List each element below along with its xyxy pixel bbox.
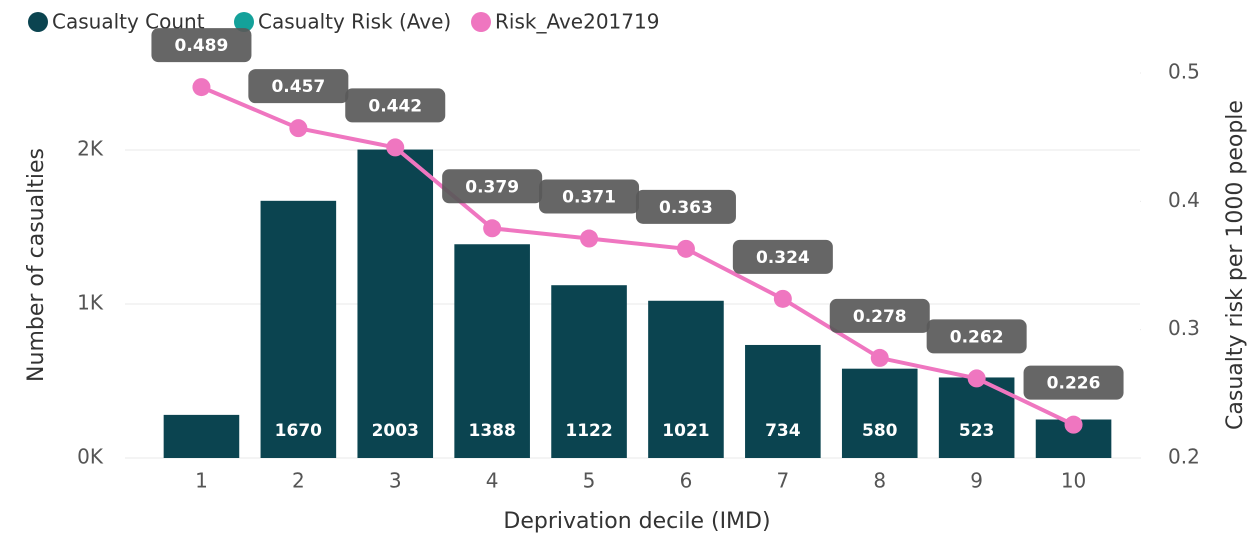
x-axis-title: Deprivation decile (IMD) [503, 509, 770, 534]
legend-label: Risk_Ave201719 [495, 10, 659, 34]
x-tick-label: 5 [583, 469, 596, 493]
bar [454, 244, 530, 458]
bar-value-label: 734 [765, 421, 801, 441]
x-tick-label: 4 [486, 469, 499, 493]
line-label-box [635, 189, 736, 224]
line-value-label: 0.442 [368, 96, 422, 116]
line-label-box [345, 88, 446, 123]
bar [745, 344, 821, 458]
bar [163, 414, 240, 458]
x-tick-label: 6 [680, 469, 693, 493]
line-label-box [248, 69, 349, 104]
line-point [483, 219, 502, 238]
bar [841, 368, 918, 458]
line-point [192, 78, 211, 97]
line-value-label: 0.324 [756, 248, 810, 268]
legend-marker [28, 12, 48, 32]
x-tick-label: 1 [195, 469, 208, 493]
x-tick-label: 7 [776, 469, 789, 493]
line-label-box [732, 239, 833, 274]
bar-value-label: 523 [959, 421, 995, 441]
y2-tick-label: 0.2 [1168, 445, 1200, 469]
line-value-label: 0.371 [562, 188, 616, 208]
line-label-box [539, 179, 640, 214]
y2-axis-title: Casualty risk per 1000 people [1223, 100, 1248, 430]
line-value-label: 0.278 [853, 307, 907, 327]
line-point [1064, 415, 1083, 434]
line-value-label: 0.457 [271, 77, 325, 97]
legend-marker [471, 12, 491, 32]
line-value-label: 0.262 [950, 327, 1004, 347]
bar-value-label: 580 [862, 421, 898, 441]
line-point [773, 289, 792, 308]
line-point [870, 348, 889, 367]
bar-value-label: 2003 [372, 421, 419, 441]
y-tick-label: 1K [77, 291, 104, 315]
bar-value-label: 1670 [275, 421, 322, 441]
line-label-box [926, 319, 1027, 354]
bar-value-label: 1388 [468, 421, 515, 441]
bar [357, 149, 434, 458]
line-point [676, 239, 695, 258]
line-value-label: 0.363 [659, 198, 713, 218]
line-label-box [1023, 365, 1124, 400]
bar [551, 285, 627, 458]
x-tick-label: 10 [1061, 469, 1086, 493]
bar [260, 200, 337, 458]
line-value-label: 0.226 [1047, 374, 1101, 394]
line [200, 85, 1075, 427]
x-tick-label: 9 [970, 469, 983, 493]
y-tick-label: 2K [77, 137, 104, 161]
legend-label: Casualty Risk (Ave) [258, 10, 451, 34]
x-tick-label: 8 [873, 469, 886, 493]
bar [648, 300, 724, 458]
bar-value-label: 1021 [662, 421, 709, 441]
line-point [289, 119, 308, 138]
y-axis-title: Number of casualties [24, 148, 49, 382]
line-label-box [442, 169, 543, 204]
y2-tick-label: 0.4 [1168, 188, 1200, 212]
line-point [967, 369, 986, 388]
x-tick-label: 3 [389, 469, 402, 493]
legend-marker [234, 12, 254, 32]
line-label-box [829, 298, 930, 333]
x-tick-label: 2 [292, 469, 305, 493]
line-point [580, 229, 599, 248]
line-point [386, 138, 405, 157]
line-label-box [151, 28, 252, 63]
line-value-label: 0.379 [465, 177, 519, 197]
bar-value-label: 1122 [565, 421, 612, 441]
y2-tick-label: 0.3 [1168, 316, 1200, 340]
y-tick-label: 0K [77, 445, 104, 469]
y2-tick-label: 0.5 [1168, 60, 1200, 84]
line-value-label: 0.489 [175, 36, 229, 56]
